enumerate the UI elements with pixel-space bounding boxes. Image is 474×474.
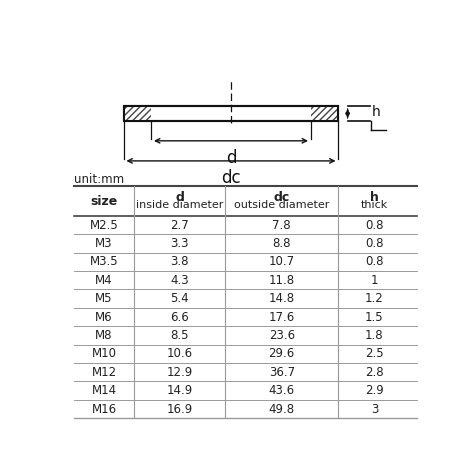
Text: 3.3: 3.3 <box>170 237 189 250</box>
Text: 2.8: 2.8 <box>365 366 384 379</box>
Text: 2.9: 2.9 <box>365 384 384 397</box>
Text: M5: M5 <box>95 292 113 305</box>
Text: h: h <box>372 105 380 118</box>
Text: 0.8: 0.8 <box>365 237 384 250</box>
Text: 29.6: 29.6 <box>269 347 295 360</box>
Bar <box>124 106 338 121</box>
Text: M2.5: M2.5 <box>90 219 118 232</box>
Text: 1.5: 1.5 <box>365 310 384 324</box>
Text: 17.6: 17.6 <box>269 310 295 324</box>
Text: M3.5: M3.5 <box>90 255 118 268</box>
Text: M16: M16 <box>91 402 117 416</box>
Text: 0.8: 0.8 <box>365 219 384 232</box>
Text: M14: M14 <box>91 384 117 397</box>
Text: 6.6: 6.6 <box>170 310 189 324</box>
Text: 14.8: 14.8 <box>269 292 295 305</box>
Text: 10.6: 10.6 <box>166 347 192 360</box>
Text: 8.8: 8.8 <box>273 237 291 250</box>
Text: 3.8: 3.8 <box>170 255 189 268</box>
Text: 11.8: 11.8 <box>269 274 295 287</box>
Text: 1.8: 1.8 <box>365 329 384 342</box>
Text: 1.2: 1.2 <box>365 292 384 305</box>
Text: 3: 3 <box>371 402 378 416</box>
Text: size: size <box>91 195 118 208</box>
Text: 8.5: 8.5 <box>170 329 189 342</box>
Text: M4: M4 <box>95 274 113 287</box>
Text: outside diameter: outside diameter <box>234 200 329 210</box>
Text: 5.4: 5.4 <box>170 292 189 305</box>
Text: d: d <box>175 191 184 204</box>
Text: 12.9: 12.9 <box>166 366 193 379</box>
Text: 0.8: 0.8 <box>365 255 384 268</box>
Text: M3: M3 <box>95 237 113 250</box>
Bar <box>124 106 151 121</box>
Text: 16.9: 16.9 <box>166 402 193 416</box>
Text: 1: 1 <box>371 274 378 287</box>
Text: 2.7: 2.7 <box>170 219 189 232</box>
Text: 43.6: 43.6 <box>269 384 295 397</box>
Text: 23.6: 23.6 <box>269 329 295 342</box>
Text: dc: dc <box>273 191 290 204</box>
Text: 4.3: 4.3 <box>170 274 189 287</box>
Bar <box>124 106 338 121</box>
Text: M6: M6 <box>95 310 113 324</box>
Text: 14.9: 14.9 <box>166 384 193 397</box>
Text: 49.8: 49.8 <box>269 402 295 416</box>
Text: d: d <box>226 149 236 167</box>
Text: unit:mm: unit:mm <box>74 173 124 186</box>
Text: h: h <box>370 191 379 204</box>
Text: 7.8: 7.8 <box>273 219 291 232</box>
Text: 10.7: 10.7 <box>269 255 295 268</box>
Text: 36.7: 36.7 <box>269 366 295 379</box>
Text: M10: M10 <box>91 347 117 360</box>
Text: M8: M8 <box>95 329 113 342</box>
Text: 2.5: 2.5 <box>365 347 384 360</box>
Text: dc: dc <box>221 169 241 187</box>
Bar <box>311 106 338 121</box>
Text: inside diameter: inside diameter <box>136 200 223 210</box>
Text: M12: M12 <box>91 366 117 379</box>
Text: thick: thick <box>361 200 388 210</box>
